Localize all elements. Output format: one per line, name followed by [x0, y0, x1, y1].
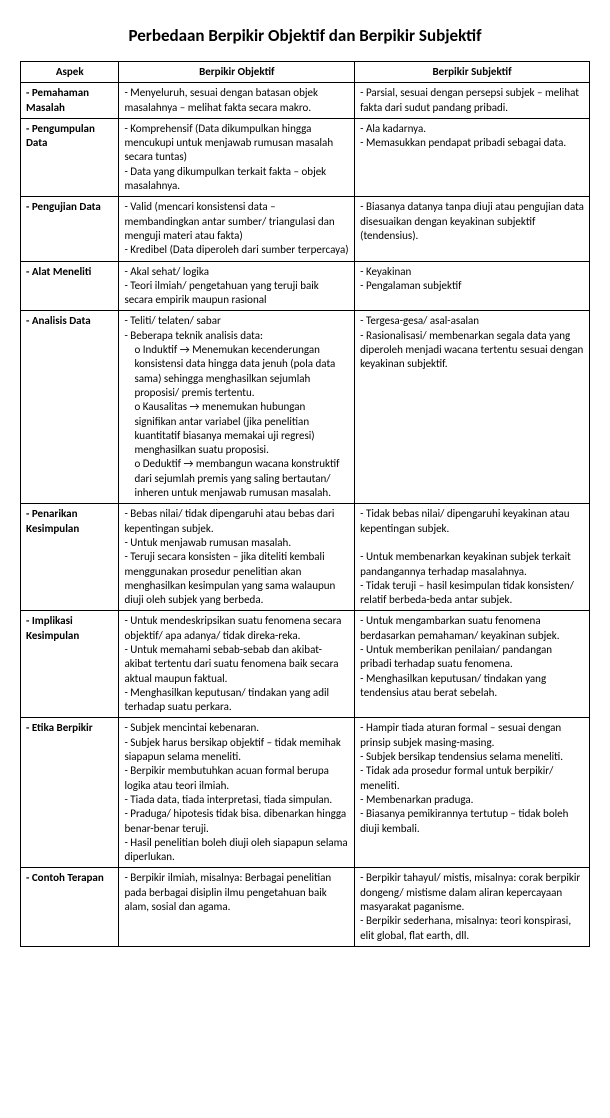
text-line: - Subjek mencintai kebenaran. [124, 721, 259, 734]
table-row: - Implikasi Kesimpulan - Untuk mendeskri… [21, 611, 590, 718]
text-line: - Kredibel (Data diperoleh dari sumber t… [124, 243, 348, 256]
text-line: - Memasukkan pendapat pribadi sebagai da… [360, 136, 566, 149]
text-line: - Akal sehat/ logika [124, 265, 209, 278]
text-line: - Tidak ada prosedur formal untuk berpik… [360, 764, 553, 791]
text-line: - Bebas nilai/ tidak dipengaruhi atau be… [124, 507, 334, 534]
text-line: - Tidak bebas nilai/ dipengaruhi keyakin… [360, 507, 569, 534]
text-line: - Berpikir tahayul/ mistis, misalnya: co… [360, 871, 580, 913]
subj-cell: - Hampir tiada aturan formal – sesuai de… [355, 718, 590, 868]
text-line: - Subjek harus bersikap objektif – tidak… [124, 736, 340, 763]
text-line: - Subjek bersikap tendensius selama mene… [360, 750, 563, 763]
subj-cell: - Tergesa-gesa/ asal-asalan - Rasionalis… [355, 311, 590, 504]
obj-cell: - Akal sehat/ logika - Teori ilmiah/ pen… [119, 261, 355, 311]
table-row: - Pengujian Data - Valid (mencari konsis… [21, 197, 590, 261]
text-line: - Praduga/ hipotesis tidak bisa. dibenar… [124, 807, 346, 834]
text-line: - Komprehensif (Data dikumpulkan hingga … [124, 122, 333, 164]
table-row: - Contoh Terapan - Berpikir ilmiah, misa… [21, 868, 590, 946]
aspek-cell: - Etika Berpikir [21, 718, 119, 868]
text-line: - Teori ilmiah/ pengetahuan yang teruji … [124, 279, 318, 306]
text-line: - Untuk mendeskripsikan suatu fenomena s… [124, 614, 341, 641]
text-line: - Teruji secara konsisten – jika ditelit… [124, 550, 335, 606]
aspek-cell: - Pengujian Data [21, 197, 119, 261]
comparison-table: Aspek Berpikir Objektif Berpikir Subjekt… [20, 61, 590, 947]
obj-cell: - Valid (mencari konsistensi data – memb… [119, 197, 355, 261]
aspek-cell: - Pengumpulan Data [21, 118, 119, 196]
page-title: Perbedaan Berpikir Objektif dan Berpikir… [20, 25, 590, 46]
aspek-cell: - Penarikan Kesimpulan [21, 504, 119, 611]
text-line: - Valid (mencari konsistensi data – memb… [124, 200, 334, 242]
text-line: - Data yang dikumpulkan terkait fakta – … [124, 165, 326, 192]
obj-cell: - Teliti/ telaten/ sabar - Beberapa tekn… [119, 311, 355, 504]
text-line: - Menghasilkan keputusan/ tindakan yang … [360, 672, 546, 699]
text-line: - Membenarkan praduga. [360, 793, 473, 806]
text-line: - Tiada data, tiada interpretasi, tiada … [124, 793, 332, 806]
text-line: - Pengalaman subjektif [360, 279, 461, 292]
sub-item: o Deduktif → membangun wacana konstrukti… [124, 457, 349, 500]
text-line: - Untuk memahami sebab-sebab dan akibat-… [124, 643, 338, 685]
subj-cell: - Untuk mengambarkan suatu fenomena berd… [355, 611, 590, 718]
obj-cell: - Bebas nilai/ tidak dipengaruhi atau be… [119, 504, 355, 611]
text-line: - Untuk menjawab rumusan masalah. [124, 536, 291, 549]
text-line: - Untuk membenarkan keyakinan subjek ter… [360, 550, 571, 577]
text-line: - Hampir tiada aturan formal – sesuai de… [360, 721, 561, 748]
text-line: - Rasionalisasi/ membenarkan segala data… [360, 329, 583, 371]
table-row: - Alat Meneliti - Akal sehat/ logika - T… [21, 261, 590, 311]
obj-cell: - Subjek mencintai kebenaran. - Subjek h… [119, 718, 355, 868]
subj-cell: - Biasanya datanya tanpa diuji atau peng… [355, 197, 590, 261]
text-line: - Berpikir membutuhkan acuan formal beru… [124, 764, 328, 791]
text-line: - Ala kadarnya. [360, 122, 426, 135]
obj-cell: - Berpikir ilmiah, misalnya: Berbagai pe… [119, 868, 355, 946]
table-row: - Pemahaman Masalah - Menyeluruh, sesuai… [21, 83, 590, 119]
sub-item: o Induktif → Menemukan kecenderungan kon… [124, 343, 349, 400]
aspek-cell: - Pemahaman Masalah [21, 83, 119, 119]
header-aspek: Aspek [21, 62, 119, 83]
obj-cell: - Menyeluruh, sesuai dengan batasan obje… [119, 83, 355, 119]
obj-cell: - Untuk mendeskripsikan suatu fenomena s… [119, 611, 355, 718]
aspek-cell: - Analisis Data [21, 311, 119, 504]
text-line: - Teliti/ telaten/ sabar [124, 314, 220, 327]
obj-cell: - Komprehensif (Data dikumpulkan hingga … [119, 118, 355, 196]
table-row: - Pengumpulan Data - Komprehensif (Data … [21, 118, 590, 196]
aspek-cell: - Contoh Terapan [21, 868, 119, 946]
subj-cell: - Ala kadarnya. - Memasukkan pendapat pr… [355, 118, 590, 196]
text-line: - Tidak teruji – hasil kesimpulan tidak … [360, 579, 574, 606]
subj-cell: - Parsial, sesuai dengan persepsi subjek… [355, 83, 590, 119]
subj-cell: - Keyakinan - Pengalaman subjektif [355, 261, 590, 311]
table-row: - Analisis Data - Teliti/ telaten/ sabar… [21, 311, 590, 504]
subj-cell: - Berpikir tahayul/ mistis, misalnya: co… [355, 868, 590, 946]
text-line: - Berpikir sederhana, misalnya: teori ko… [360, 914, 571, 941]
text-line: - Biasanya pemikirannya tertutup – tidak… [360, 807, 568, 834]
text-line: - Tergesa-gesa/ asal-asalan [360, 314, 479, 327]
table-row: - Etika Berpikir - Subjek mencintai kebe… [21, 718, 590, 868]
text-line: - Hasil penelitian boleh diuji oleh siap… [124, 836, 347, 863]
aspek-cell: - Implikasi Kesimpulan [21, 611, 119, 718]
header-subjektif: Berpikir Subjektif [355, 62, 590, 83]
header-row: Aspek Berpikir Objektif Berpikir Subjekt… [21, 62, 590, 83]
text-line: - Untuk mengambarkan suatu fenomena berd… [360, 614, 559, 641]
header-objektif: Berpikir Objektif [119, 62, 355, 83]
text-line: - Beberapa teknik analisis data: [124, 329, 263, 342]
aspek-cell: - Alat Meneliti [21, 261, 119, 311]
text-line: - Untuk memberikan penilaian/ pandangan … [360, 643, 552, 670]
sub-item: o Kausalitas → menemukan hubungan signif… [124, 400, 349, 457]
text-line: - Menghasilkan keputusan/ tindakan yang … [124, 686, 329, 713]
subj-cell: - Tidak bebas nilai/ dipengaruhi keyakin… [355, 504, 590, 611]
table-row: - Penarikan Kesimpulan - Bebas nilai/ ti… [21, 504, 590, 611]
text-line: - Keyakinan [360, 265, 411, 278]
